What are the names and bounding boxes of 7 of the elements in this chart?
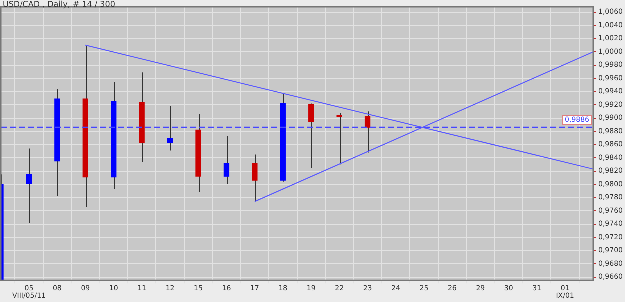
candlestick (364, 111, 371, 154)
candlestick (336, 112, 342, 166)
candlestick (26, 148, 32, 224)
candlestick (308, 103, 314, 168)
candlestick (224, 136, 230, 186)
candlestick (252, 154, 258, 202)
candlestick (167, 106, 174, 152)
